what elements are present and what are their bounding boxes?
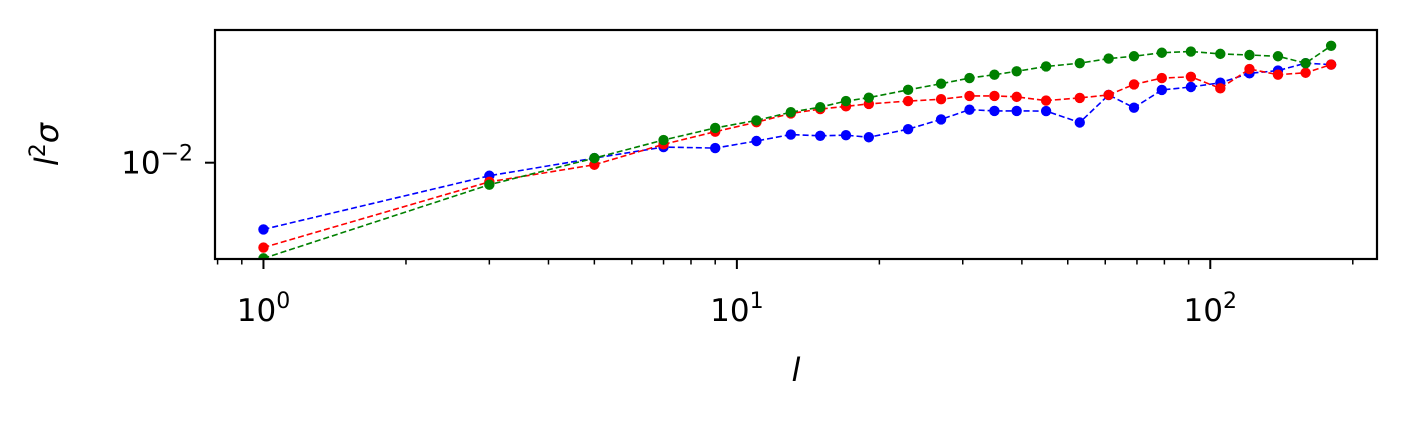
data-point bbox=[1244, 49, 1255, 61]
data-point bbox=[1128, 79, 1140, 90]
data-point bbox=[1040, 95, 1052, 106]
data-point bbox=[751, 135, 762, 147]
data-point bbox=[1272, 69, 1284, 80]
data-point bbox=[989, 90, 1000, 102]
labels-layer: l l2σ bbox=[26, 121, 801, 389]
data-point bbox=[484, 179, 495, 190]
data-point bbox=[1156, 47, 1168, 58]
data-point bbox=[785, 106, 797, 118]
plot-area bbox=[215, 30, 1377, 259]
series-3 bbox=[258, 40, 1337, 259]
data-point bbox=[935, 94, 947, 105]
data-point bbox=[589, 152, 600, 164]
data-point bbox=[1074, 57, 1085, 69]
series-layer bbox=[258, 40, 1337, 259]
data-point bbox=[751, 115, 762, 126]
data-point bbox=[1156, 84, 1168, 96]
data-point bbox=[1011, 91, 1022, 103]
data-point bbox=[840, 95, 852, 107]
series-2 bbox=[258, 59, 1337, 253]
data-point bbox=[989, 105, 1000, 117]
x-tick-exponent: 0 bbox=[276, 289, 290, 314]
data-point bbox=[863, 92, 875, 103]
data-point bbox=[1325, 59, 1337, 70]
data-point bbox=[1325, 40, 1337, 51]
series-line bbox=[263, 62, 1332, 231]
data-point bbox=[1185, 71, 1197, 83]
y-tick-label: 10−2 bbox=[121, 142, 193, 182]
y-tick-base: 10 bbox=[121, 146, 160, 182]
data-point bbox=[863, 132, 875, 143]
data-point bbox=[1011, 66, 1022, 77]
data-point bbox=[258, 242, 269, 253]
data-point bbox=[1185, 81, 1197, 93]
x-tick-label: 101 bbox=[710, 289, 763, 329]
data-point bbox=[1040, 61, 1052, 72]
data-point bbox=[1215, 83, 1226, 94]
x-tick-label: 102 bbox=[1184, 289, 1237, 329]
data-point bbox=[258, 253, 269, 259]
x-tick-base: 10 bbox=[710, 293, 749, 329]
x-tick-exponent: 1 bbox=[750, 289, 764, 314]
data-point bbox=[658, 134, 669, 146]
data-point bbox=[840, 129, 852, 141]
data-point bbox=[1011, 105, 1022, 117]
x-tick-label: 100 bbox=[237, 289, 290, 329]
axes-frame bbox=[213, 28, 1379, 261]
data-point bbox=[1074, 92, 1085, 104]
data-point bbox=[1185, 46, 1197, 57]
data-point bbox=[935, 114, 947, 125]
y-axis-label-base: l bbox=[28, 157, 66, 166]
data-point bbox=[1103, 53, 1114, 64]
data-point bbox=[1244, 63, 1255, 75]
data-point bbox=[815, 101, 826, 113]
series-line bbox=[263, 63, 1332, 249]
data-point bbox=[964, 90, 975, 102]
x-tick-base: 10 bbox=[237, 293, 276, 329]
data-point bbox=[785, 129, 797, 140]
y-axis-label-sigma: σ bbox=[28, 121, 66, 143]
data-point bbox=[1272, 51, 1284, 62]
data-point bbox=[964, 72, 975, 84]
x-tick-exponent: 2 bbox=[1223, 289, 1237, 314]
data-point bbox=[1300, 57, 1311, 69]
data-point bbox=[710, 122, 721, 134]
data-point bbox=[964, 104, 975, 115]
data-point bbox=[935, 78, 947, 89]
y-tick-exponent: −2 bbox=[161, 142, 193, 167]
data-point bbox=[1300, 67, 1311, 78]
y-axis-label: l2σ bbox=[26, 121, 66, 166]
data-point bbox=[989, 69, 1000, 80]
data-point bbox=[710, 142, 721, 154]
data-point bbox=[258, 224, 269, 235]
data-point bbox=[1040, 105, 1052, 117]
x-axis-label: l bbox=[792, 351, 801, 389]
data-point bbox=[1128, 51, 1140, 62]
series-1 bbox=[258, 57, 1337, 235]
data-point bbox=[1128, 102, 1140, 113]
data-point bbox=[902, 84, 914, 96]
data-point bbox=[1074, 117, 1085, 128]
data-point bbox=[1103, 89, 1114, 101]
plot-background bbox=[215, 30, 1377, 259]
data-point bbox=[815, 130, 826, 142]
data-point bbox=[1215, 48, 1226, 60]
data-point bbox=[1156, 72, 1168, 84]
data-point bbox=[902, 123, 914, 135]
x-tick-base: 10 bbox=[1184, 293, 1223, 329]
data-point bbox=[902, 95, 914, 107]
y-axis-label-superscript: 2 bbox=[26, 143, 51, 157]
